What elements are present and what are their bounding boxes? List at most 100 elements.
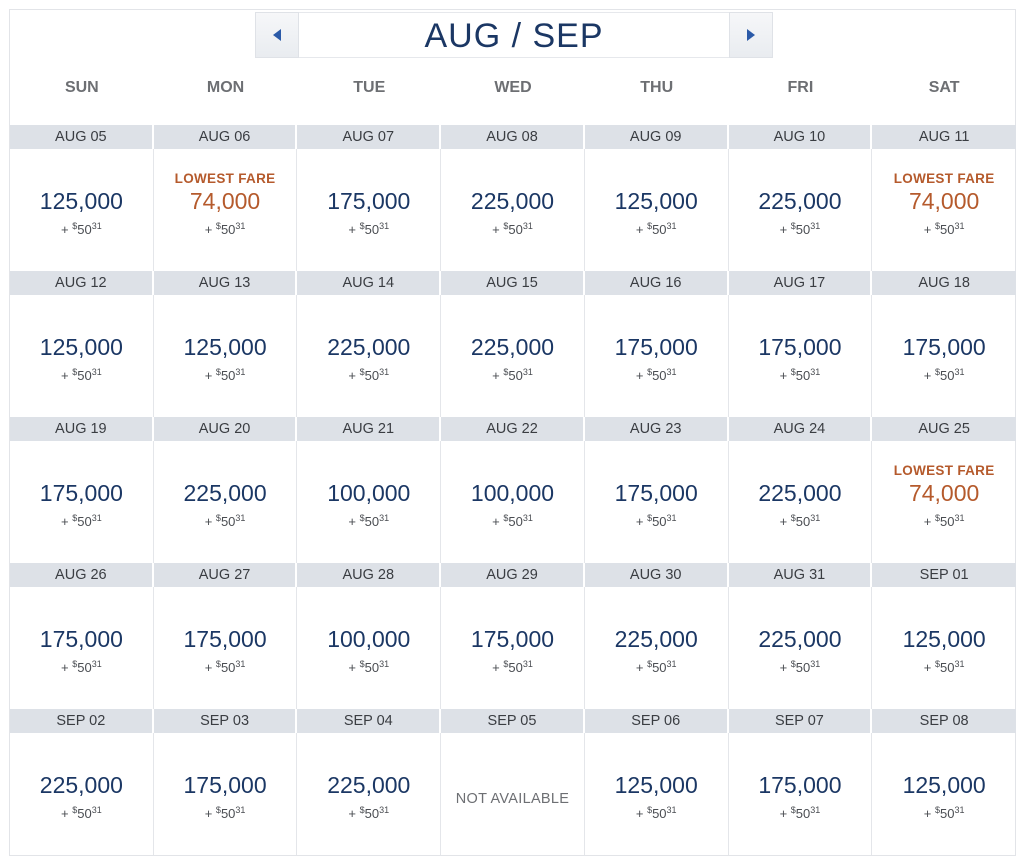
date-bar: AUG 05 AUG 06 AUG 07 AUG 08 AUG 09 AUG 10 AUG … bbox=[10, 125, 1016, 149]
tax-currency: $ bbox=[215, 513, 221, 523]
tax-plus: + bbox=[204, 514, 216, 529]
date-label: AUG 12 bbox=[10, 271, 154, 295]
tax-dollars: 50 bbox=[508, 514, 523, 529]
date-label: AUG 15 bbox=[441, 271, 585, 295]
tax-fee: + $5031 bbox=[872, 659, 1016, 675]
tax-plus: + bbox=[779, 368, 791, 383]
tax-plus: + bbox=[779, 222, 791, 237]
date-label: AUG 26 bbox=[10, 563, 154, 587]
tax-currency: $ bbox=[934, 513, 940, 523]
fare-day-cell[interactable]: 125,000 + $5031 bbox=[10, 149, 154, 271]
fare-day-cell[interactable]: 175,000 + $5031 bbox=[585, 441, 729, 563]
fare-day-cell[interactable]: 175,000 + $5031 bbox=[154, 733, 298, 855]
tax-fee: + $5031 bbox=[585, 659, 728, 675]
fare-day-cell[interactable]: 225,000 + $5031 bbox=[154, 441, 298, 563]
date-label: AUG 05 bbox=[10, 125, 154, 149]
fare-day-cell[interactable]: 225,000 + $5031 bbox=[297, 295, 442, 417]
tax-dollars: 50 bbox=[77, 222, 92, 237]
calendar-week: AUG 26 AUG 27 AUG 28 AUG 29 AUG 30 AUG 31 SEP … bbox=[10, 563, 1016, 709]
fare-day-cell[interactable]: 225,000 + $5031 bbox=[441, 295, 585, 417]
fare-day-cell[interactable]: 175,000 + $5031 bbox=[10, 587, 154, 709]
tax-plus: + bbox=[204, 806, 216, 821]
tax-currency: $ bbox=[647, 659, 653, 669]
fare-day-cell[interactable]: 175,000 + $5031 bbox=[872, 295, 1016, 417]
fare-day-cell[interactable]: 100,000 + $5031 bbox=[441, 441, 585, 563]
date-label: AUG 21 bbox=[297, 417, 442, 441]
tax-fee: + $5031 bbox=[872, 221, 1016, 237]
tax-currency: $ bbox=[647, 221, 653, 231]
miles-price: 125,000 bbox=[614, 772, 698, 798]
fare-day-cell[interactable]: 125,000 + $5031 bbox=[872, 587, 1016, 709]
next-month-button[interactable] bbox=[729, 12, 773, 58]
not-available-text: NOT AVAILABLE bbox=[455, 791, 570, 807]
fare-day-cell[interactable]: 175,000 + $5031 bbox=[154, 587, 298, 709]
miles-price: 125,000 bbox=[614, 188, 698, 214]
fare-day-cell[interactable]: 125,000 + $5031 bbox=[872, 733, 1016, 855]
tax-cents: 31 bbox=[666, 659, 677, 669]
tax-currency: $ bbox=[215, 367, 221, 377]
weekday-mon: MON bbox=[206, 79, 245, 96]
tax-plus: + bbox=[204, 222, 216, 237]
fare-day-cell[interactable]: 100,000 + $5031 bbox=[297, 441, 442, 563]
tax-currency: $ bbox=[790, 367, 796, 377]
fare-day-cell[interactable]: 225,000 + $5031 bbox=[585, 587, 729, 709]
fare-day-cell[interactable]: LOWEST FARE 74,000 + $5031 bbox=[872, 149, 1016, 271]
tax-fee: + $5031 bbox=[154, 805, 297, 821]
fare-day-cell[interactable]: 225,000 + $5031 bbox=[10, 733, 154, 855]
miles-price: 225,000 bbox=[758, 480, 842, 506]
miles-price: 125,000 bbox=[902, 626, 986, 652]
tax-currency: $ bbox=[503, 367, 509, 377]
weekday-tue: TUE bbox=[353, 79, 386, 96]
caret-left-icon bbox=[273, 29, 281, 41]
fare-day-cell[interactable]: 175,000 + $5031 bbox=[729, 295, 873, 417]
date-label: AUG 07 bbox=[297, 125, 442, 149]
fare-day-cell[interactable]: 225,000 + $5031 bbox=[441, 149, 585, 271]
fare-day-cell[interactable]: LOWEST FARE 74,000 + $5031 bbox=[872, 441, 1016, 563]
tax-currency: $ bbox=[359, 513, 365, 523]
fare-day-cell[interactable]: 225,000 + $5031 bbox=[729, 587, 873, 709]
tax-dollars: 50 bbox=[795, 368, 811, 383]
tax-plus: + bbox=[348, 514, 360, 529]
fare-day-cell[interactable]: 125,000 + $5031 bbox=[10, 295, 154, 417]
fare-day-cell[interactable]: 175,000 + $5031 bbox=[297, 149, 442, 271]
date-label: AUG 20 bbox=[154, 417, 298, 441]
fare-day-cell[interactable]: 125,000 + $5031 bbox=[585, 733, 729, 855]
tax-fee: + $5031 bbox=[10, 805, 153, 821]
tax-dollars: 50 bbox=[795, 660, 811, 675]
miles-price: 225,000 bbox=[758, 188, 842, 214]
fare-day-cell[interactable]: 225,000 + $5031 bbox=[729, 441, 873, 563]
prev-month-button[interactable] bbox=[255, 12, 299, 58]
fare-day-cell[interactable]: 175,000 + $5031 bbox=[441, 587, 585, 709]
fare-day-cell[interactable]: 175,000 + $5031 bbox=[585, 295, 729, 417]
fare-day-cell[interactable]: 125,000 + $5031 bbox=[585, 149, 729, 271]
tax-dollars: 50 bbox=[77, 514, 92, 529]
fare-day-cell[interactable]: 225,000 + $5031 bbox=[297, 733, 442, 855]
tax-cents: 31 bbox=[522, 513, 533, 523]
tax-fee: + $5031 bbox=[297, 367, 440, 383]
tax-fee: + $5031 bbox=[729, 367, 872, 383]
date-label: AUG 08 bbox=[441, 125, 585, 149]
date-label: AUG 19 bbox=[10, 417, 154, 441]
tax-currency: $ bbox=[72, 367, 78, 377]
fare-day-cell[interactable]: 225,000 + $5031 bbox=[729, 149, 873, 271]
fare-day-cell[interactable]: 175,000 + $5031 bbox=[10, 441, 154, 563]
fare-row: 125,000 + $5031 125,000 + $5031 225,000 + $50… bbox=[10, 295, 1016, 417]
fare-day-cell[interactable]: LOWEST FARE 74,000 + $5031 bbox=[154, 149, 298, 271]
tax-dollars: 50 bbox=[220, 368, 236, 383]
month-navigator: AUG / SEP bbox=[255, 12, 773, 58]
tax-plus: + bbox=[348, 660, 360, 675]
fare-day-cell[interactable]: 175,000 + $5031 bbox=[729, 733, 873, 855]
tax-plus: + bbox=[923, 368, 935, 383]
tax-fee: + $5031 bbox=[585, 221, 728, 237]
tax-cents: 31 bbox=[666, 221, 677, 231]
miles-price: 175,000 bbox=[39, 480, 123, 506]
tax-cents: 31 bbox=[522, 367, 533, 377]
tax-fee: + $5031 bbox=[154, 367, 297, 383]
miles-price: 74,000 bbox=[908, 480, 980, 506]
tax-dollars: 50 bbox=[220, 514, 236, 529]
fare-day-cell[interactable]: 100,000 + $5031 bbox=[297, 587, 442, 709]
miles-price: 175,000 bbox=[470, 626, 555, 652]
fare-day-cell[interactable]: 125,000 + $5031 bbox=[154, 295, 298, 417]
tax-cents: 31 bbox=[954, 513, 965, 523]
tax-dollars: 50 bbox=[77, 368, 92, 383]
